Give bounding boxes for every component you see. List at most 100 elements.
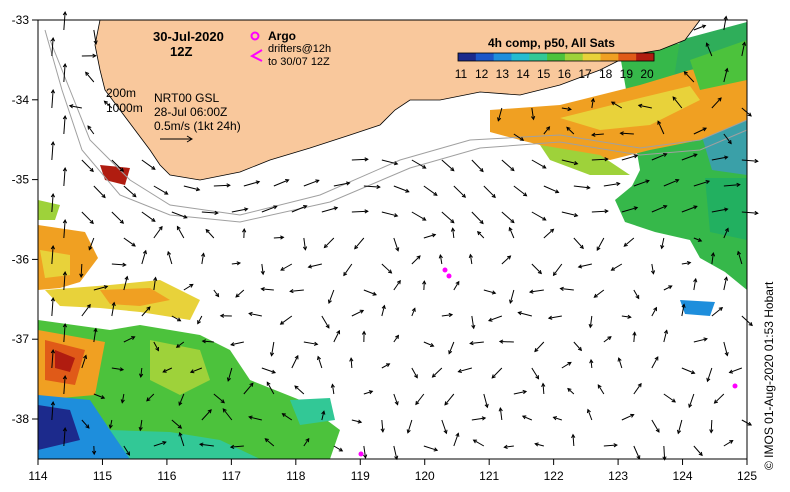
current-arrow xyxy=(573,237,584,250)
current-arrow xyxy=(736,250,743,265)
current-arrow xyxy=(176,225,185,239)
current-arrow xyxy=(438,254,443,265)
current-arrow xyxy=(91,445,97,456)
current-arrow xyxy=(81,159,94,173)
current-arrow xyxy=(723,15,728,31)
current-arrow xyxy=(423,185,438,196)
current-arrow xyxy=(406,419,413,434)
colorbar-tick-label: 17 xyxy=(578,67,592,81)
current-arrow xyxy=(153,185,169,195)
current-arrow xyxy=(676,419,683,435)
current-arrow xyxy=(513,133,525,141)
current-arrow xyxy=(633,179,650,187)
current-arrow xyxy=(469,341,484,346)
current-arrow xyxy=(141,211,156,222)
lon-tick-label: 114 xyxy=(28,469,47,483)
current-arrow xyxy=(528,289,544,294)
current-arrow xyxy=(573,341,583,352)
colorbar-tick-label: 15 xyxy=(537,67,551,81)
current-arrow xyxy=(201,252,206,265)
current-arrow xyxy=(381,363,391,369)
current-arrow xyxy=(531,263,543,275)
current-arrow xyxy=(501,211,515,224)
current-arrow xyxy=(588,315,593,329)
current-arrow xyxy=(351,309,365,317)
current-arrow xyxy=(171,211,188,219)
current-arrow xyxy=(321,410,326,421)
current-arrow xyxy=(302,237,308,251)
current-arrow xyxy=(201,409,212,421)
current-arrow xyxy=(571,433,576,447)
current-arrow xyxy=(660,237,665,250)
colorbar-tick-label: 11 xyxy=(455,67,468,81)
current-arrow xyxy=(491,367,503,379)
current-arrow xyxy=(231,261,242,266)
colorbar-swatch xyxy=(564,53,584,61)
current-arrow xyxy=(577,263,592,269)
current-arrow xyxy=(138,419,143,432)
colorbar-swatch xyxy=(529,53,548,61)
current-arrow xyxy=(123,275,129,291)
current-arrow xyxy=(242,228,247,239)
colorbar-tick-label: 13 xyxy=(496,67,510,81)
colorbar-swatch xyxy=(600,53,619,61)
current-arrow xyxy=(693,337,708,343)
current-arrow xyxy=(81,303,91,317)
colorbar-swatch xyxy=(547,53,566,61)
lon-tick-label: 123 xyxy=(608,469,628,483)
current-arrow xyxy=(62,11,68,31)
argo-float xyxy=(732,383,738,389)
current-arrow xyxy=(111,367,125,372)
current-arrow xyxy=(448,341,455,355)
lon-tick-label: 124 xyxy=(673,469,693,483)
current-arrow xyxy=(333,329,341,343)
current-arrow xyxy=(411,307,416,317)
current-arrow xyxy=(741,158,759,164)
current-arrow xyxy=(62,219,68,239)
current-arrow xyxy=(517,311,532,317)
current-arrow xyxy=(541,382,546,395)
current-arrow xyxy=(81,53,97,58)
current-arrow xyxy=(472,439,485,447)
current-arrow xyxy=(543,126,551,135)
current-arrow xyxy=(62,427,68,447)
current-arrow xyxy=(103,100,113,109)
current-arrow xyxy=(123,185,137,198)
current-arrow xyxy=(93,393,106,400)
current-arrow xyxy=(453,185,467,198)
current-arrow xyxy=(50,297,56,317)
current-arrow xyxy=(651,306,657,317)
current-arrow xyxy=(235,289,245,298)
current-arrow xyxy=(728,367,743,374)
colorbar-tick-label: 14 xyxy=(516,67,530,81)
isobath-1000m xyxy=(44,29,748,223)
current-arrow xyxy=(681,367,696,375)
current-arrow xyxy=(713,393,725,404)
current-arrow xyxy=(723,133,732,145)
current-arrow xyxy=(487,315,503,322)
current-arrow xyxy=(349,357,354,369)
current-arrow xyxy=(534,442,544,447)
current-vectors xyxy=(50,11,759,461)
current-arrow xyxy=(596,237,605,252)
current-arrow xyxy=(62,375,68,395)
current-arrow xyxy=(171,419,183,429)
current-arrow xyxy=(450,227,456,239)
current-arrow xyxy=(333,445,344,452)
current-arrow xyxy=(497,107,503,122)
current-arrow xyxy=(586,408,593,421)
current-arrow xyxy=(597,384,605,395)
scale-label: 0.5m/s (1kt 24h) xyxy=(154,119,241,133)
current-arrow xyxy=(453,432,460,447)
current-arrow xyxy=(93,285,109,291)
current-arrow xyxy=(621,413,635,421)
current-arrow xyxy=(222,408,233,421)
current-arrow xyxy=(361,330,367,343)
current-arrow xyxy=(723,182,741,187)
current-arrow xyxy=(681,205,698,213)
current-arrow xyxy=(621,154,639,161)
current-arrow xyxy=(483,185,496,199)
colorbar-tick-label: 20 xyxy=(640,67,654,81)
drifter-legend-line1: drifters@12h xyxy=(268,43,331,55)
